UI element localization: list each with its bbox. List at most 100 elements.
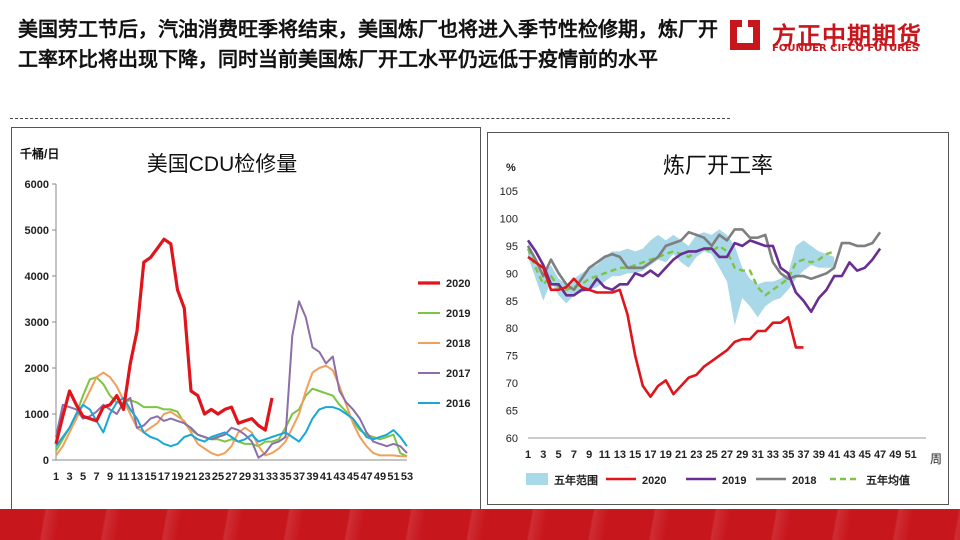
x-tick-label: 9 <box>586 449 592 461</box>
footer-bar <box>0 509 960 540</box>
x-tick-label: 25 <box>706 449 718 461</box>
y-axis-label: 千桶/日 <box>20 146 59 161</box>
y-tick-label: 60 <box>506 433 518 445</box>
legend-label-2019: 2019 <box>446 308 470 320</box>
chart-title: 炼厂开工率 <box>663 153 773 178</box>
x-tick-label: 39 <box>813 449 825 461</box>
series-line-2020 <box>527 255 804 399</box>
x-tick-label: 1 <box>53 471 59 483</box>
x-tick-label: 11 <box>599 449 611 461</box>
x-tick-label: 23 <box>690 449 702 461</box>
y-tick-label: 90 <box>506 268 518 280</box>
headline: 美国劳工节后，汽油消费旺季将结束，美国炼厂也将进入季节性检修期，炼厂开工率环比将… <box>18 17 718 71</box>
x-tick-label: 3 <box>66 471 72 483</box>
y-tick-label: 100 <box>500 213 518 225</box>
x-tick-label: 49 <box>889 449 901 461</box>
x-tick-label: 7 <box>93 471 99 483</box>
x-tick-label: 41 <box>320 471 332 483</box>
x-tick-label: 5 <box>80 471 86 483</box>
legend-label-2018: 2018 <box>792 475 816 487</box>
y-tick-label: 5000 <box>25 225 49 237</box>
legend-label-2016: 2016 <box>446 398 470 410</box>
x-tick-label: 51 <box>905 449 917 461</box>
x-tick-label: 13 <box>131 471 143 483</box>
y-tick-label: 75 <box>506 351 518 363</box>
x-tick-label: 47 <box>874 449 886 461</box>
x-tick-label: 31 <box>252 471 264 483</box>
legend-label-2019: 2019 <box>722 475 746 487</box>
x-tick-label: 23 <box>198 471 210 483</box>
x-tick-label: 39 <box>306 471 318 483</box>
x-tick-label: 45 <box>347 471 359 483</box>
x-tick-label: 1 <box>525 449 531 461</box>
x-tick-label: 35 <box>782 449 794 461</box>
x-tick-label: 15 <box>629 449 641 461</box>
legend-label--: 五年均值 <box>866 473 910 487</box>
x-tick-label: 5 <box>556 449 562 461</box>
y-tick-label: 2000 <box>25 363 49 375</box>
x-tick-label: 49 <box>374 471 386 483</box>
x-tick-label: 25 <box>212 471 224 483</box>
legend-label-2017: 2017 <box>446 368 470 380</box>
y-tick-label: 6000 <box>25 179 49 191</box>
x-tick-label: 43 <box>843 449 855 461</box>
series-line-2018 <box>526 228 882 292</box>
x-tick-label: 35 <box>279 471 291 483</box>
logo-text-en: FOUNDER CIFCO FUTURES <box>772 43 919 54</box>
y-tick-label: 0 <box>43 455 49 467</box>
cdu-maintenance-chart-panel: 美国CDU检修量 千桶/日 0 1000 2000 3000 4000 5000 6000 1 3 5… <box>11 127 481 511</box>
x-tick-label: 27 <box>721 449 733 461</box>
legend-swatch-five-year-range <box>526 473 548 485</box>
company-logo: 方正中期期货 FOUNDER CIFCO FUTURES <box>728 16 948 56</box>
y-tick-label: 65 <box>506 406 518 418</box>
x-tick-label: 17 <box>644 449 656 461</box>
x-tick-label: 19 <box>660 449 672 461</box>
y-tick-label: 3000 <box>25 317 49 329</box>
logo-mark-icon <box>730 20 760 50</box>
logo-text-cn: 方正中期期货 <box>772 22 922 50</box>
y-tick-label: 70 <box>506 378 518 390</box>
x-tick-label: 13 <box>614 449 626 461</box>
y-tick-label: 80 <box>506 323 518 335</box>
y-tick-label: 105 <box>500 186 518 198</box>
five-year-range-band <box>528 229 835 326</box>
x-tick-label: 37 <box>293 471 305 483</box>
x-tick-label: 33 <box>266 471 278 483</box>
x-tick-label: 33 <box>767 449 779 461</box>
y-tick-label: 4000 <box>25 271 49 283</box>
series-line-2017 <box>55 300 408 459</box>
x-tick-label: 29 <box>736 449 748 461</box>
x-tick-label: 53 <box>401 471 413 483</box>
x-tick-label: 21 <box>185 471 197 483</box>
x-tick-label: 51 <box>387 471 399 483</box>
x-tick-label: 17 <box>158 471 170 483</box>
y-axis-label: % <box>506 162 516 174</box>
x-axis-label: 周 <box>930 452 942 466</box>
legend-label-2018: 2018 <box>446 338 470 350</box>
y-tick-label: 1000 <box>25 409 49 421</box>
series-line-2020 <box>54 237 274 445</box>
x-tick-label: 11 <box>118 471 130 483</box>
x-tick-label: 7 <box>571 449 577 461</box>
x-tick-label: 31 <box>751 449 763 461</box>
x-tick-label: 41 <box>828 449 840 461</box>
legend-label-2020: 2020 <box>446 278 470 290</box>
x-tick-label: 47 <box>360 471 372 483</box>
x-tick-label: 15 <box>144 471 156 483</box>
x-tick-label: 27 <box>225 471 237 483</box>
x-tick-label: 21 <box>675 449 687 461</box>
x-tick-label: 43 <box>333 471 345 483</box>
x-tick-label: 3 <box>540 449 546 461</box>
x-tick-label: 45 <box>859 449 871 461</box>
x-tick-label: 29 <box>239 471 251 483</box>
legend-label-five-year-range: 五年范围 <box>554 473 598 487</box>
chart-title: 美国CDU检修量 <box>147 153 298 176</box>
y-tick-label: 95 <box>506 241 518 253</box>
header-divider <box>10 118 730 119</box>
series-line-2018 <box>55 364 407 458</box>
y-tick-label: 85 <box>506 296 518 308</box>
refinery-utilization-chart-panel: 炼厂开工率% 周 60 65 70 75 80 85 90 95 100 105 1 3 5 7 9 11 13 15… <box>487 132 949 505</box>
x-tick-label: 9 <box>107 471 113 483</box>
